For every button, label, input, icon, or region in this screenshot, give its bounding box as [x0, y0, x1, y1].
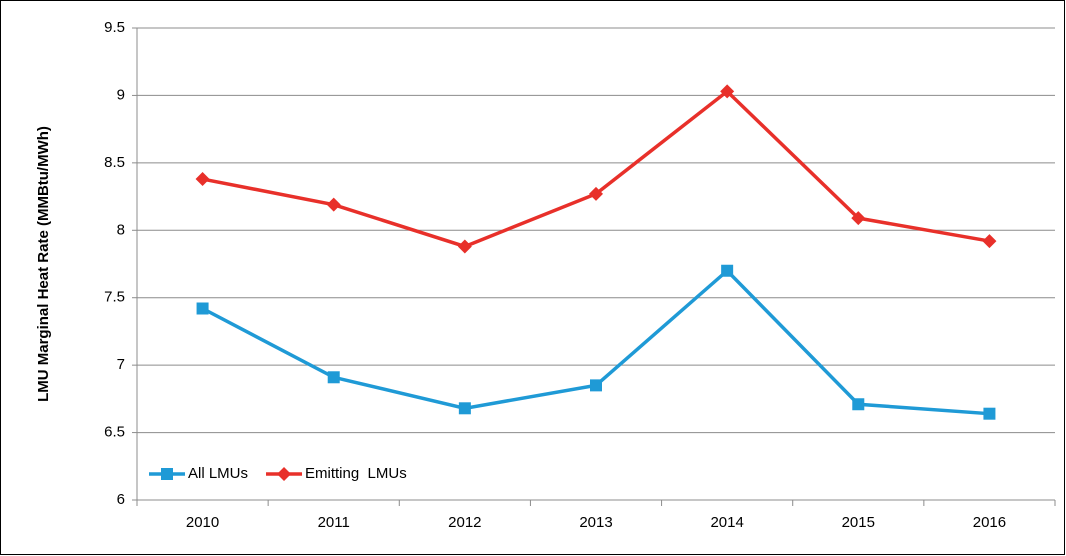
- x-tick-label: 2013: [579, 514, 612, 531]
- marker: [326, 197, 341, 212]
- marker: [851, 211, 866, 226]
- y-axis-label: LMU Marginal Heat Rate (MMBtu/MWh): [35, 126, 52, 402]
- y-tick-label: 8: [117, 221, 125, 238]
- legend-label: Emitting LMUs: [305, 465, 407, 482]
- x-tick-label: 2011: [318, 514, 350, 531]
- y-tick-label: 8.5: [104, 154, 125, 171]
- marker: [458, 402, 471, 415]
- marker: [982, 234, 997, 249]
- x-tick-label: 2010: [186, 514, 219, 531]
- marker: [720, 84, 735, 99]
- marker: [327, 371, 340, 384]
- marker: [852, 398, 865, 411]
- x-tick-label: 2015: [842, 514, 875, 531]
- y-tick-label: 7: [117, 356, 125, 373]
- x-tick-label: 2016: [973, 514, 1006, 531]
- y-tick-label: 9: [117, 86, 125, 103]
- marker: [589, 186, 603, 201]
- x-tick-label: 2014: [710, 514, 743, 531]
- y-tick-label: 9.5: [104, 19, 125, 36]
- legend-marker: [161, 468, 173, 480]
- marker: [196, 302, 209, 315]
- legend-label: All LMUs: [188, 465, 248, 482]
- marker: [195, 172, 210, 187]
- x-tick-label: 2012: [448, 514, 481, 531]
- marker: [721, 264, 734, 277]
- marker: [983, 407, 996, 420]
- marker: [457, 239, 472, 254]
- marker: [590, 379, 602, 392]
- y-tick-label: 6: [117, 491, 125, 508]
- legend-marker: [277, 467, 292, 481]
- y-tick-label: 7.5: [104, 289, 125, 306]
- y-tick-label: 6.5: [104, 424, 125, 441]
